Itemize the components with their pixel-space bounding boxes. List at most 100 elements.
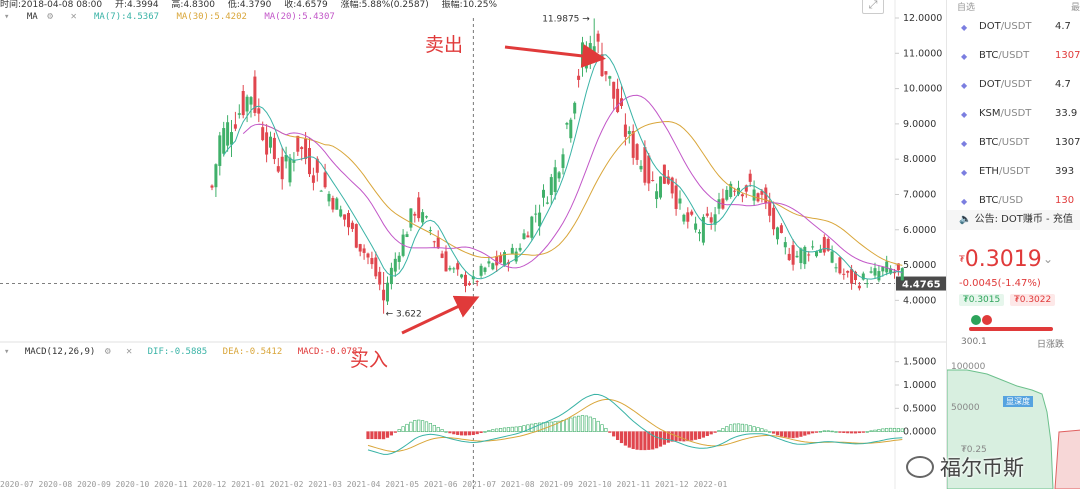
- coin-row[interactable]: ◆ BTC/USDT 13078: [947, 43, 1080, 72]
- candle-body: [881, 266, 885, 272]
- candle-body: [670, 177, 674, 194]
- candle-body: [760, 190, 764, 195]
- candle-body: [776, 227, 779, 240]
- coin-row[interactable]: ◆ DOT/USDT 4.7: [947, 14, 1080, 43]
- close-icon[interactable]: ✕: [70, 11, 77, 22]
- macd-value: MACD:-0.0787: [297, 347, 363, 357]
- candle-body: [686, 212, 690, 222]
- candle-body: [569, 119, 573, 139]
- coin-base: DOT: [979, 21, 1001, 32]
- coin-quote: /USDT: [1000, 79, 1032, 90]
- candle-body: [826, 238, 830, 251]
- candle-body: [733, 190, 737, 192]
- macd-histogram-bar: [385, 431, 390, 438]
- candle-body: [222, 128, 226, 154]
- candle-body: [662, 164, 666, 184]
- macd-histogram-bar: [635, 431, 639, 450]
- coin-row[interactable]: ◆ BTC/USDT 13078: [947, 130, 1080, 159]
- gear-icon[interactable]: ⚙: [104, 346, 111, 357]
- candle-body: [530, 216, 534, 238]
- macd-histogram-bar: [885, 428, 889, 432]
- candle-body: [842, 273, 846, 275]
- macd-histogram-bar: [428, 423, 433, 432]
- range-slider-track[interactable]: [969, 327, 1053, 331]
- candle-body: [421, 212, 425, 223]
- macd-histogram-bar: [413, 420, 417, 432]
- ma20-line: [242, 94, 903, 274]
- candle-body: [499, 255, 503, 263]
- macd-histogram-bar: [471, 431, 475, 435]
- y-tick-label: 12.0000: [903, 13, 942, 24]
- price-change: -0.0045(-1.47%): [959, 278, 1041, 289]
- candle-body: [779, 225, 783, 233]
- ma7-value: MA(7):4.5367: [94, 12, 160, 22]
- slider-handle-red[interactable]: [982, 315, 992, 325]
- coin-quote: /USDT: [998, 166, 1030, 177]
- x-axis-strip: 2020-07 2020-08 2020-09 2020-10 2020-11 …: [0, 480, 728, 489]
- collapse-arrow-icon[interactable]: ▾: [4, 12, 10, 22]
- candle-body: [479, 265, 483, 276]
- candle-body: [721, 198, 725, 209]
- macd-histogram-bar: [779, 431, 783, 437]
- coin-base: DOT: [979, 79, 1001, 90]
- coin-row[interactable]: ◆ DOT/USDT 4.7: [947, 72, 1080, 101]
- candle-body: [460, 274, 464, 278]
- macd-histogram-bar: [768, 431, 772, 433]
- depth-button[interactable]: 显深度: [1003, 396, 1033, 407]
- macd-histogram-bar: [713, 431, 717, 433]
- candle-body: [226, 122, 230, 146]
- candle-body: [869, 271, 873, 273]
- candle-body: [327, 193, 331, 202]
- candle-body: [358, 244, 362, 252]
- candle-body: [292, 160, 296, 163]
- candle-body: [694, 223, 698, 230]
- coin-pair: DOT/USDT: [979, 79, 1032, 90]
- candle-body: [877, 271, 881, 281]
- candle-body: [701, 216, 705, 243]
- coin-row[interactable]: ◆ ETH/USDT 393: [947, 159, 1080, 188]
- candle-body: [319, 190, 323, 192]
- macd-histogram-bar: [826, 430, 830, 432]
- watchlist-tab[interactable]: 自选: [957, 3, 976, 13]
- candle-body: [549, 177, 553, 195]
- ma7-line: [223, 54, 903, 280]
- candle-body: [588, 43, 592, 56]
- coin-pair: ETH/USDT: [979, 166, 1030, 177]
- low-value: 300.1: [961, 337, 987, 347]
- notice-bar[interactable]: 🔈 公告: DOT赚币 - 充值: [947, 210, 1080, 230]
- macd-histogram-bar: [736, 423, 741, 432]
- macd-histogram-bar: [389, 431, 394, 436]
- close-icon[interactable]: ✕: [126, 346, 133, 357]
- macd-histogram-bar: [705, 431, 709, 437]
- macd-histogram-bar: [799, 431, 803, 437]
- macd-histogram-bar: [810, 431, 815, 434]
- dif-value: DIF:-0.5885: [147, 347, 208, 357]
- y-tick-label: 6.0000: [903, 225, 936, 236]
- candle-body: [565, 123, 569, 125]
- macd-histogram-bar: [873, 429, 877, 432]
- macd-histogram-bar: [417, 419, 421, 432]
- macd-histogram-bar: [807, 431, 811, 435]
- candle-body: [698, 232, 701, 234]
- candle-body: [233, 124, 237, 129]
- candle-body: [542, 189, 545, 198]
- kline-chart[interactable]: 12.0000 11.0000 10.0000 9.0000 8.0000 7.0000 6…: [0, 0, 946, 489]
- candle-body: [413, 213, 417, 216]
- candle-body: [514, 251, 518, 262]
- slider-handle-green[interactable]: [971, 315, 981, 325]
- chevron-down-icon[interactable]: ⌄: [1043, 252, 1054, 266]
- macd-histogram-bar: [647, 431, 651, 450]
- gear-icon[interactable]: ⚙: [47, 11, 54, 22]
- info-amplitude: 振幅:10.25%: [441, 0, 498, 10]
- candle-body: [705, 213, 709, 216]
- expand-icon[interactable]: ⤢: [862, 0, 884, 14]
- macd-histogram-bar: [639, 431, 643, 451]
- macd-histogram-bar: [366, 431, 370, 440]
- collapse-arrow-icon[interactable]: ▾: [4, 347, 10, 357]
- kline-svg[interactable]: 12.0000 11.0000 10.0000 9.0000 8.0000 7.0000 6…: [0, 0, 946, 489]
- macd-tick-label: 0.0000: [903, 427, 936, 438]
- candle-body: [791, 245, 795, 265]
- coin-row[interactable]: ◆ KSM/USDT 33.9: [947, 101, 1080, 130]
- macd-histogram-bar: [569, 417, 573, 432]
- coin-row[interactable]: ◆ BTC/USD 130: [947, 188, 1080, 217]
